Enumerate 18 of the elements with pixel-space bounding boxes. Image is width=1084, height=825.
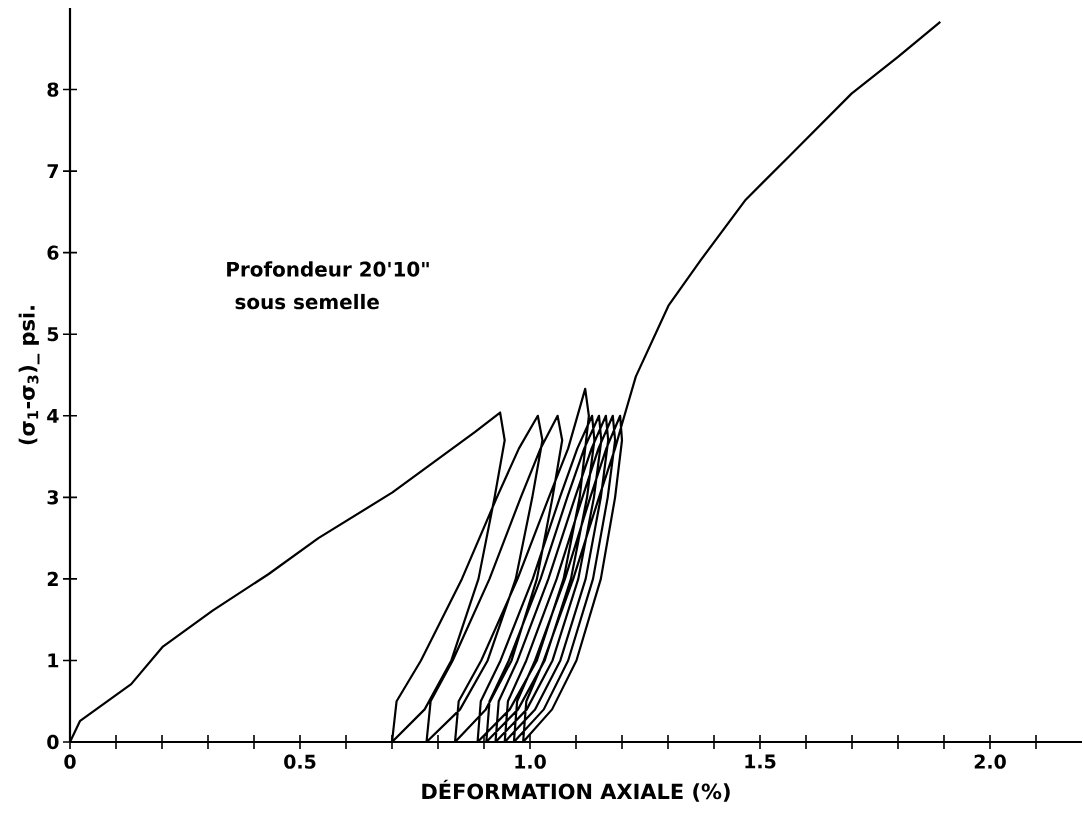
y-tick-label: 4 bbox=[47, 408, 59, 423]
x-tick-label: 2.0 bbox=[974, 754, 1006, 769]
x-tick-label: 1.0 bbox=[515, 754, 546, 769]
y-axis-title: (σ$_{1}$-σ$_{3}$)_ psi. bbox=[18, 306, 40, 445]
annotation: sous semelle bbox=[235, 293, 379, 310]
x-tick-label: 0.5 bbox=[284, 754, 316, 769]
y-tick-label: 8 bbox=[47, 82, 59, 97]
x-tick-label: 0 bbox=[64, 754, 76, 769]
x-tick-label: 1.5 bbox=[745, 754, 776, 769]
y-tick-label: 0 bbox=[47, 734, 59, 750]
y-tick-label: 1 bbox=[48, 653, 59, 668]
y-tick-label: 7 bbox=[47, 164, 58, 179]
y-tick-label: 2 bbox=[47, 571, 58, 586]
annotation: Profondeur 20'10" bbox=[227, 261, 429, 277]
y-tick-label: 6 bbox=[47, 245, 59, 260]
y-tick-label: 5 bbox=[47, 327, 59, 342]
y-tick-label: 3 bbox=[47, 490, 58, 505]
x-axis-title: DÉFORMATION AXIALE (%) bbox=[422, 779, 730, 802]
